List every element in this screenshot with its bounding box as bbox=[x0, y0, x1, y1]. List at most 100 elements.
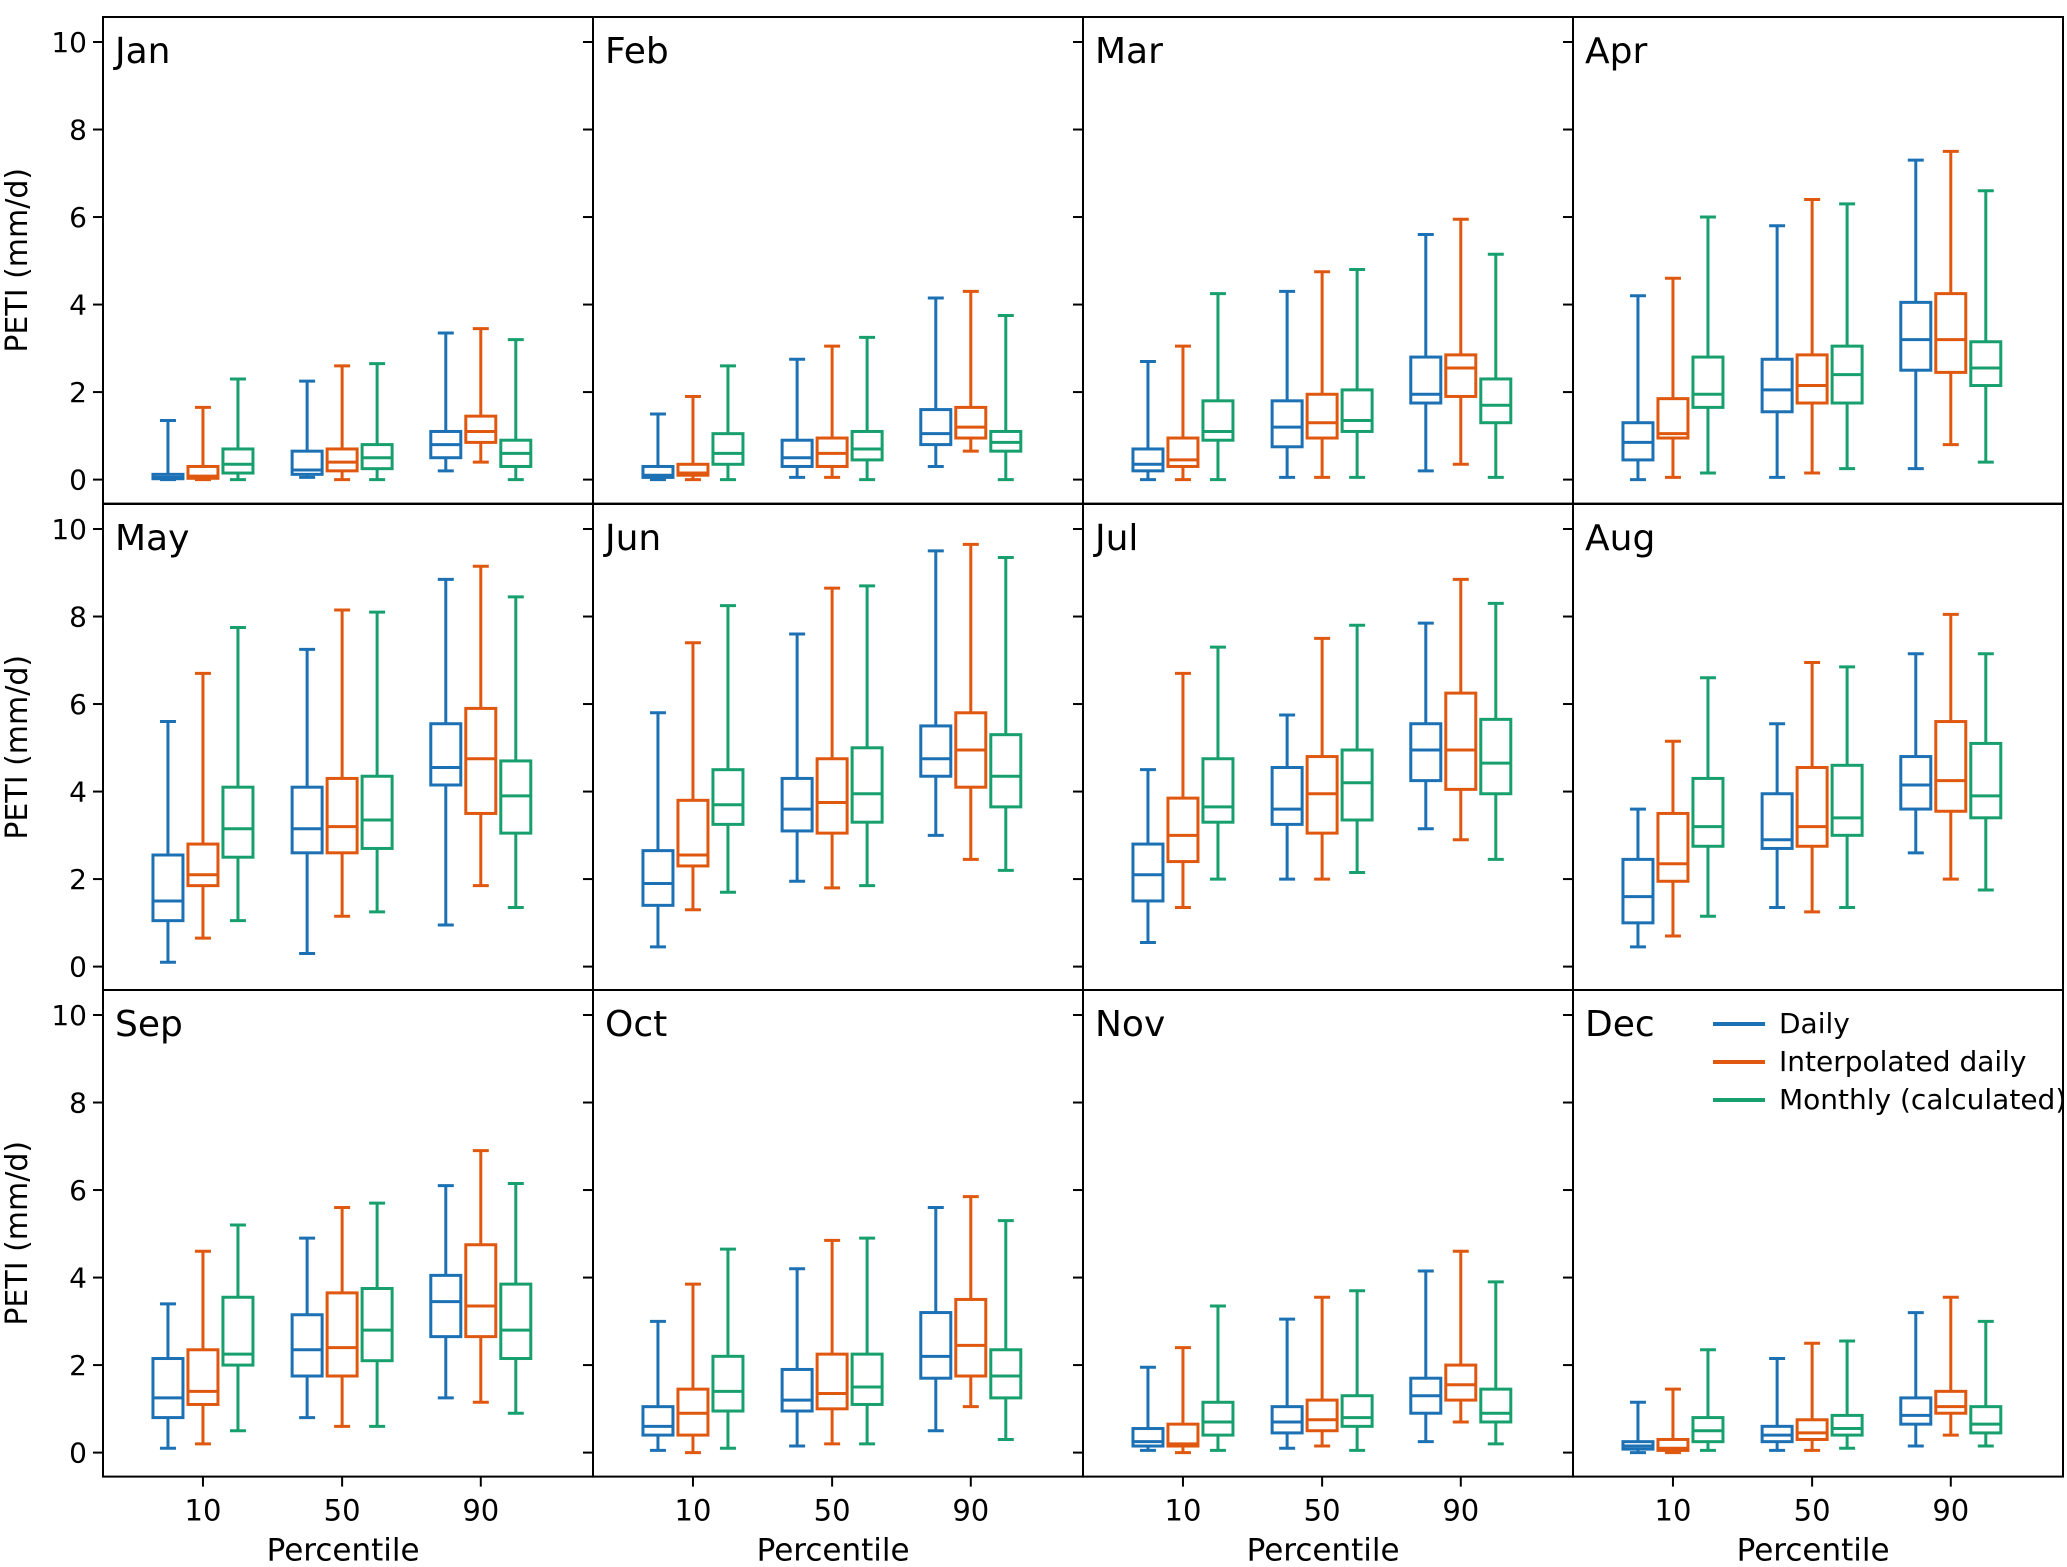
box-nov-p50-monthly-calculated bbox=[1340, 1289, 1374, 1453]
box-aug-p50-interpolated-daily bbox=[1795, 660, 1829, 913]
box-apr-p10-daily bbox=[1621, 294, 1655, 482]
x-axis-label: Percentile bbox=[1737, 1533, 1890, 1567]
month-label: May bbox=[115, 518, 189, 559]
x-tick-label: 10 bbox=[1165, 1494, 1202, 1528]
box-dec-p90-daily bbox=[1899, 1311, 1933, 1448]
box-sep-p90-monthly-calculated bbox=[499, 1182, 533, 1415]
box-feb-p10-monthly-calculated bbox=[711, 364, 745, 482]
x-tick-label: 50 bbox=[814, 1494, 851, 1528]
box-aug-p50-monthly-calculated bbox=[1830, 664, 1864, 909]
panel-background bbox=[1573, 17, 2063, 504]
box-may-p10-daily bbox=[151, 719, 185, 964]
panel-feb: Feb bbox=[583, 16, 1084, 505]
box-nov-p90-monthly-calculated bbox=[1479, 1280, 1513, 1446]
month-label: Aug bbox=[1585, 518, 1655, 559]
box-dec-p50-interpolated-daily bbox=[1795, 1341, 1829, 1453]
box-dec-p10-monthly-calculated bbox=[1691, 1348, 1725, 1453]
y-tick-label: 2 bbox=[69, 376, 87, 409]
box-jul-p50-interpolated-daily bbox=[1305, 636, 1339, 881]
box-mar-p10-daily bbox=[1131, 359, 1165, 482]
box-may-p50-monthly-calculated bbox=[360, 610, 394, 913]
box-may-p90-daily bbox=[429, 577, 463, 927]
box-jul-p90-monthly-calculated bbox=[1479, 601, 1513, 861]
box-nov-p10-daily bbox=[1131, 1365, 1165, 1453]
box-oct-p50-monthly-calculated bbox=[850, 1236, 884, 1446]
x-tick-label: 90 bbox=[1932, 1494, 1969, 1528]
box-jan-p10-interpolated-daily bbox=[186, 405, 220, 482]
box-jun-p10-monthly-calculated bbox=[711, 603, 745, 894]
x-tick-label: 50 bbox=[1794, 1494, 1831, 1528]
box-apr-p10-monthly-calculated bbox=[1691, 215, 1725, 475]
box-dec-p90-monthly-calculated bbox=[1969, 1320, 2003, 1448]
box-mar-p50-interpolated-daily bbox=[1305, 270, 1339, 479]
box-dec-p10-interpolated-daily bbox=[1656, 1387, 1690, 1455]
x-tick-label: 90 bbox=[952, 1494, 989, 1528]
y-axis-label: PETI (mm/d) bbox=[0, 655, 35, 840]
panel-background bbox=[1083, 990, 1573, 1477]
box-feb-p50-daily bbox=[780, 357, 814, 479]
x-tick-label: 50 bbox=[1304, 1494, 1341, 1528]
box-mar-p90-monthly-calculated bbox=[1479, 252, 1513, 479]
box-sep-p50-monthly-calculated bbox=[360, 1201, 394, 1429]
box-feb-p50-interpolated-daily bbox=[815, 344, 849, 479]
box-jan-p90-daily bbox=[429, 331, 463, 473]
month-label: Dec bbox=[1585, 1004, 1655, 1045]
y-tick-label: 10 bbox=[51, 513, 87, 546]
box-may-p50-interpolated-daily bbox=[325, 608, 359, 918]
box-jun-p50-interpolated-daily bbox=[815, 586, 849, 889]
y-tick-label: 8 bbox=[69, 114, 87, 147]
box-may-p90-monthly-calculated bbox=[499, 594, 533, 909]
y-tick-label: 10 bbox=[51, 26, 87, 59]
box-jan-p90-interpolated-daily bbox=[464, 327, 498, 464]
month-label: Jun bbox=[603, 518, 661, 559]
box-jun-p10-daily bbox=[641, 710, 675, 949]
x-tick-label: 10 bbox=[675, 1494, 712, 1528]
y-tick-label: 10 bbox=[51, 999, 87, 1032]
x-tick-label: 90 bbox=[1442, 1494, 1479, 1528]
box-apr-p50-daily bbox=[1760, 224, 1794, 479]
box-oct-p10-interpolated-daily bbox=[676, 1282, 710, 1455]
box-dec-p50-monthly-calculated bbox=[1830, 1339, 1864, 1450]
box-sep-p50-interpolated-daily bbox=[325, 1206, 359, 1429]
x-axis-label: Percentile bbox=[757, 1533, 910, 1567]
box-jul-p90-interpolated-daily bbox=[1444, 577, 1478, 841]
box-oct-p90-interpolated-daily bbox=[954, 1195, 988, 1409]
box-apr-p90-daily bbox=[1899, 158, 1933, 471]
box-jan-p10-daily bbox=[151, 419, 185, 482]
x-axis-label: Percentile bbox=[267, 1533, 420, 1567]
box-aug-p90-monthly-calculated bbox=[1969, 651, 2003, 892]
panel-background bbox=[1083, 503, 1573, 991]
box-mar-p50-monthly-calculated bbox=[1340, 268, 1374, 479]
panel-apr: Apr bbox=[1563, 16, 2064, 505]
y-tick-label: 4 bbox=[69, 289, 87, 322]
box-oct-p50-interpolated-daily bbox=[815, 1239, 849, 1446]
box-jul-p90-daily bbox=[1409, 621, 1443, 830]
box-feb-p90-monthly-calculated bbox=[989, 314, 1023, 482]
box-oct-p10-monthly-calculated bbox=[711, 1247, 745, 1450]
y-tick-label: 6 bbox=[69, 1174, 87, 1207]
box-jan-p50-daily bbox=[290, 379, 324, 479]
box-aug-p90-daily bbox=[1899, 651, 1933, 854]
panel-mar: Mar bbox=[1073, 16, 1574, 505]
box-jan-p10-monthly-calculated bbox=[221, 377, 255, 482]
panel-background bbox=[103, 503, 593, 991]
panel-jun: Jun bbox=[583, 502, 1084, 992]
box-jun-p90-daily bbox=[919, 548, 953, 837]
box-jul-p50-monthly-calculated bbox=[1340, 623, 1374, 874]
box-jan-p50-interpolated-daily bbox=[325, 364, 359, 482]
panel-border bbox=[1572, 989, 2064, 1478]
panel-may: 0 2 4 6 8 10 PETI (mm/d) May bbox=[0, 502, 594, 992]
month-label: Feb bbox=[605, 31, 669, 72]
panel-background bbox=[103, 990, 593, 1477]
box-jul-p10-interpolated-daily bbox=[1166, 671, 1200, 909]
box-nov-p50-daily bbox=[1270, 1317, 1304, 1450]
box-may-p10-interpolated-daily bbox=[186, 671, 220, 940]
box-apr-p50-interpolated-daily bbox=[1795, 198, 1829, 475]
box-may-p10-monthly-calculated bbox=[221, 625, 255, 922]
legend-label: Daily bbox=[1779, 1007, 1850, 1040]
box-apr-p90-interpolated-daily bbox=[1934, 149, 1968, 447]
legend-item-monthly-calculated: Monthly (calculated) bbox=[1713, 1083, 2066, 1116]
y-tick-label: 6 bbox=[69, 688, 87, 721]
legend-label: Interpolated daily bbox=[1779, 1045, 2027, 1078]
y-tick-label: 2 bbox=[69, 863, 87, 896]
